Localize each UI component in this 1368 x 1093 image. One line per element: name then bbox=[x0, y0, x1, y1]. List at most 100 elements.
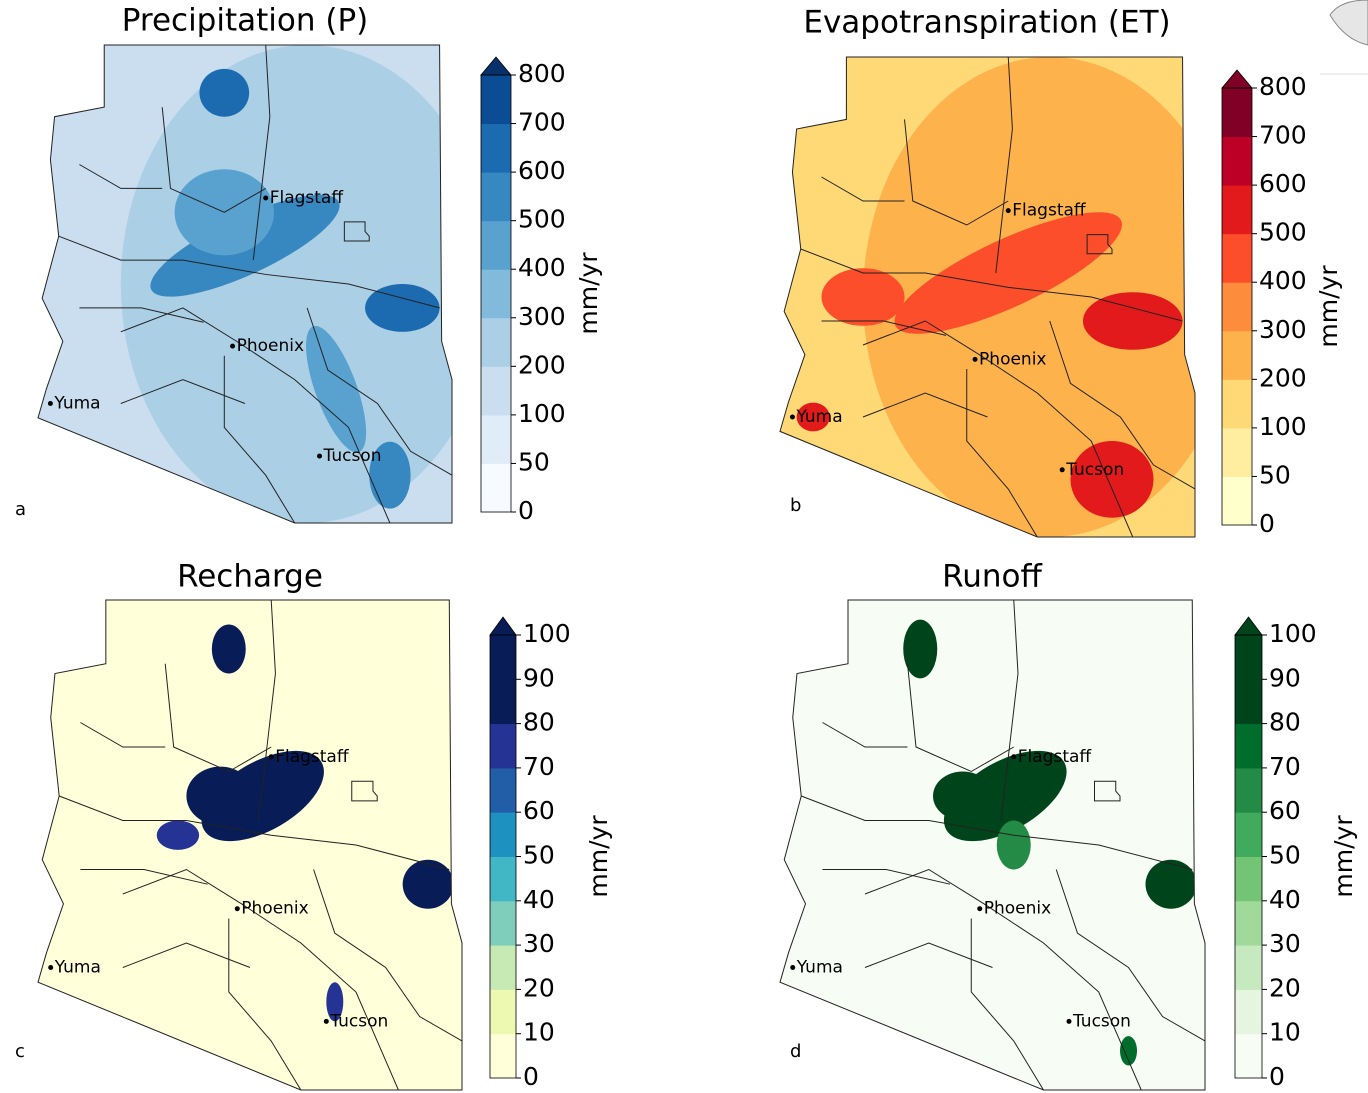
colorbar-segment bbox=[490, 767, 516, 813]
colorbar-segment bbox=[1235, 812, 1262, 857]
basin-boundary bbox=[1055, 869, 1205, 1042]
basin-boundary bbox=[306, 307, 452, 476]
colorbar-unit: mm/yr bbox=[584, 815, 613, 898]
colorbar-segment bbox=[1235, 679, 1262, 725]
basin-boundary bbox=[79, 164, 163, 189]
colorbar-tick-label: 50 bbox=[518, 447, 550, 476]
city-marker bbox=[972, 356, 978, 362]
state-outline bbox=[37, 599, 463, 1091]
colorbar-unit: mm/yr bbox=[574, 252, 603, 335]
basin-boundary bbox=[164, 663, 272, 773]
colorbar-tick-label: 0 bbox=[1259, 509, 1275, 538]
map-field bbox=[1120, 1036, 1137, 1066]
map bbox=[38, 600, 462, 1090]
basin-boundary bbox=[821, 176, 905, 202]
colorbar-tick-label: 40 bbox=[523, 885, 555, 914]
basin-boundary bbox=[1000, 600, 1019, 821]
panel-title: Runoff bbox=[942, 559, 1042, 595]
colorbar-frame bbox=[1221, 87, 1253, 526]
basin-boundary bbox=[995, 57, 1013, 274]
colorbar-tick-label: 800 bbox=[518, 59, 566, 88]
city-marker bbox=[230, 343, 236, 349]
map-field bbox=[796, 402, 830, 432]
colorbar-unit: mm/yr bbox=[1314, 265, 1343, 348]
basin-boundary bbox=[120, 307, 391, 523]
colorbar-tick-label: 200 bbox=[1259, 363, 1307, 392]
colorbar-segment bbox=[490, 635, 516, 680]
map-field bbox=[402, 859, 454, 909]
basin-boundary bbox=[59, 795, 450, 870]
basin-boundary bbox=[313, 869, 462, 1042]
city-marker bbox=[323, 1018, 329, 1024]
map-field bbox=[996, 820, 1031, 870]
map-field bbox=[821, 268, 905, 326]
city-label: Phoenix bbox=[237, 336, 304, 356]
basin-boundary bbox=[252, 45, 271, 261]
colorbar-segment bbox=[1222, 330, 1252, 380]
map-field bbox=[1145, 859, 1197, 909]
city-marker bbox=[234, 906, 240, 912]
colorbar-segment bbox=[490, 900, 516, 946]
colorbar-segment bbox=[490, 723, 516, 769]
city-label: Phoenix bbox=[979, 349, 1046, 369]
city-marker bbox=[47, 401, 53, 406]
colorbar-extend bbox=[1234, 616, 1263, 636]
colorbar-segment bbox=[1222, 88, 1252, 138]
city-label: Yuma bbox=[53, 394, 100, 414]
city-label: Phoenix bbox=[984, 899, 1051, 919]
basin-boundary bbox=[862, 392, 988, 418]
city-marker bbox=[268, 754, 274, 760]
colorbar-segment bbox=[1235, 856, 1262, 902]
colorbar-tick-label: 100 bbox=[518, 399, 566, 428]
basin-boundary bbox=[80, 722, 166, 748]
city-marker bbox=[263, 195, 269, 201]
city-label: Yuma bbox=[796, 958, 843, 978]
colorbar-tick-label: 0 bbox=[523, 1062, 539, 1091]
basin-boundary bbox=[907, 663, 1014, 773]
colorbar-tick-label: 300 bbox=[518, 302, 566, 331]
colorbar-tick-label: 700 bbox=[518, 108, 566, 137]
map-field bbox=[199, 68, 250, 117]
colorbar-tick-label: 400 bbox=[1259, 266, 1307, 295]
map-field bbox=[306, 325, 367, 453]
state-outline bbox=[37, 44, 453, 524]
colorbar-tick-label: 70 bbox=[1269, 752, 1301, 781]
colorbar-segment bbox=[1222, 282, 1252, 332]
panel-letter: b bbox=[790, 495, 801, 516]
map bbox=[780, 57, 1195, 537]
colorbar-tick-label: 100 bbox=[1259, 412, 1307, 441]
city-marker bbox=[790, 965, 796, 970]
map bbox=[780, 600, 1205, 1090]
reservation bbox=[1086, 234, 1113, 255]
colorbar-tick-label: 400 bbox=[518, 253, 566, 282]
colorbar-segment bbox=[1235, 900, 1262, 946]
basin-boundary bbox=[80, 869, 208, 885]
city-marker bbox=[317, 453, 323, 459]
colorbar-unit: mm/yr bbox=[1329, 815, 1358, 898]
colorbar-segment bbox=[490, 812, 516, 857]
colorbar-tick-label: 80 bbox=[1269, 708, 1301, 737]
colorbar-segment bbox=[490, 679, 516, 725]
colorbar-segment bbox=[490, 1033, 516, 1079]
colorbar-segment bbox=[481, 123, 511, 173]
basin-boundary bbox=[864, 942, 993, 968]
colorbar-tick-label: 90 bbox=[523, 663, 555, 692]
colorbar-frame bbox=[480, 74, 512, 513]
map-base bbox=[38, 600, 462, 1090]
panel-letter: a bbox=[15, 499, 26, 520]
city-marker bbox=[1059, 467, 1065, 473]
map-field bbox=[1082, 292, 1183, 350]
city-marker bbox=[1005, 208, 1011, 214]
map-field bbox=[365, 284, 440, 332]
city-label: Flagstaff bbox=[1018, 747, 1093, 767]
colorbar-segment bbox=[490, 989, 516, 1035]
colorbar-tick-label: 700 bbox=[1259, 121, 1307, 150]
city-label: Tucson bbox=[329, 1011, 388, 1031]
basin-boundary bbox=[161, 107, 266, 213]
colorbar-tick-label: 40 bbox=[1269, 885, 1301, 914]
basin-boundary bbox=[966, 369, 1038, 537]
map-field bbox=[369, 441, 411, 509]
colorbar-tick-label: 0 bbox=[1269, 1062, 1285, 1091]
colorbar-tick-label: 30 bbox=[1269, 929, 1301, 958]
map-field bbox=[1070, 441, 1154, 518]
